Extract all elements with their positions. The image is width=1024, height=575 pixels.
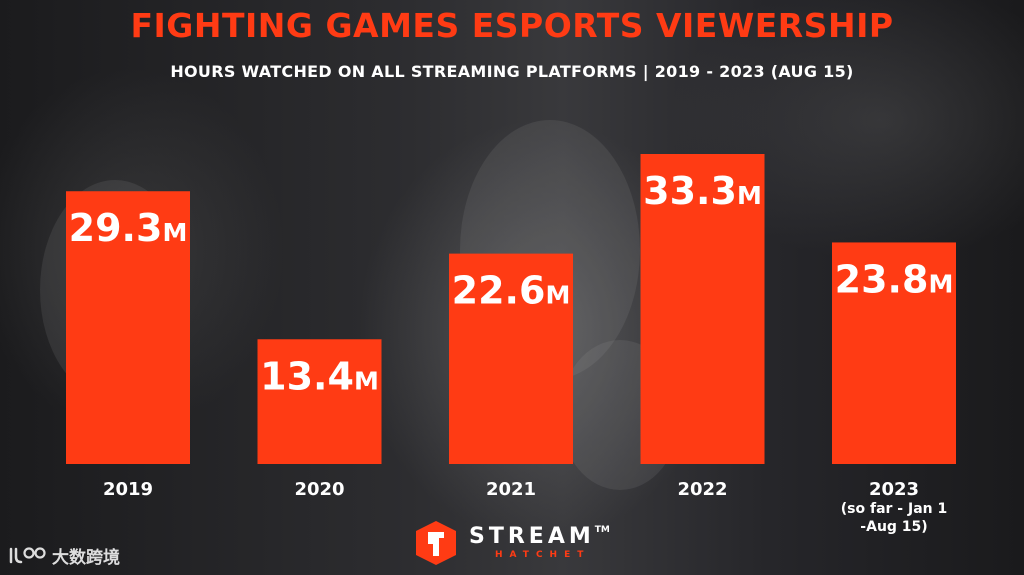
tick-note-2023: (so far - Jan 1 [841,501,947,517]
tick-label-2023: 2023 [869,479,919,500]
tick-note-2023: -Aug 15) [860,519,927,535]
chart-title: FIGHTING GAMES ESPORTS VIEWERSHIP [130,6,894,45]
bar-2023 [832,242,956,464]
data-label-2023: 23.8M [835,257,954,301]
bar-2021 [449,253,573,464]
tick-label-2019: 2019 [103,479,153,500]
watermark: 大数跨境 [8,543,120,568]
logo-subtext: HATCHET [495,550,591,560]
tick-label-2022: 2022 [677,479,727,500]
bar-2022 [640,154,765,464]
watermark-text: 大数跨境 [52,548,120,568]
tick-label-2021: 2021 [486,479,536,500]
logo-name: STREAM [469,524,595,549]
stream-hatchet-logo: STREAMTM HATCHET [415,520,610,566]
bar-2020 [257,339,382,464]
data-label-2021: 22.6M [452,269,571,313]
logo-trademark: TM [594,525,610,535]
data-label-2019: 29.3M [69,206,188,250]
data-label-2020: 13.4M [260,354,379,398]
data-label-2022: 33.3M [643,169,762,213]
stream-hatchet-logo-icon [416,521,456,565]
bar-2019 [66,191,190,464]
chart-subtitle: HOURS WATCHED ON ALL STREAMING PLATFORMS… [170,62,854,81]
dashujuajing-logo-icon [9,546,46,563]
tick-label-2020: 2020 [294,479,344,500]
